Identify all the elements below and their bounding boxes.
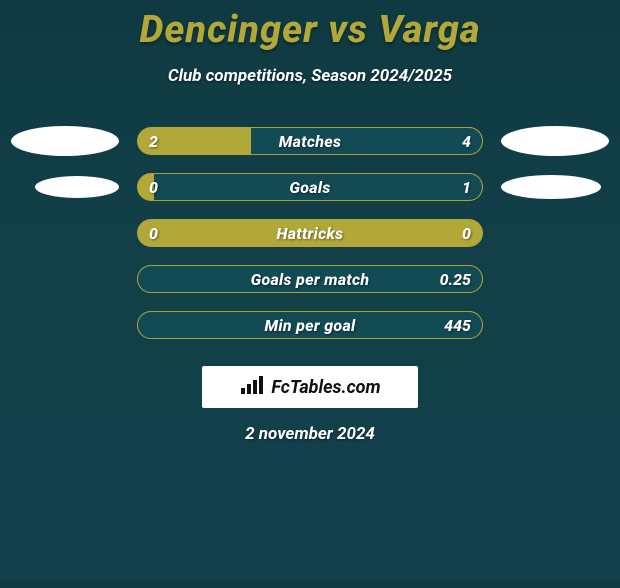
stat-row: 0Goals1 (0, 164, 620, 210)
stat-bar: 0Goals1 (137, 173, 483, 201)
stat-row: 0Hattricks0 (0, 210, 620, 256)
brand-logo[interactable]: FcTables.com (202, 366, 418, 408)
stat-value-right: 4 (462, 127, 471, 155)
stat-value-right: 0 (462, 219, 471, 247)
stat-value-right: 1 (462, 173, 471, 201)
stat-label: Goals per match (137, 265, 483, 293)
stat-label: Min per goal (137, 311, 483, 339)
subtitle: Club competitions, Season 2024/2025 (0, 66, 620, 86)
bar-chart-icon (239, 374, 265, 400)
player-badge-left (35, 176, 119, 198)
stat-row: 2Matches4 (0, 118, 620, 164)
stat-row: Goals per match0.25 (0, 256, 620, 302)
footer-date: 2 november 2024 (0, 424, 620, 444)
stat-bar: Goals per match0.25 (137, 265, 483, 293)
player-badge-right (501, 126, 609, 156)
stat-row: Min per goal445 (0, 302, 620, 348)
comparison-stats: 2Matches40Goals10Hattricks0Goals per mat… (0, 118, 620, 348)
player-badge-left (11, 126, 119, 156)
stat-value-right: 445 (444, 311, 471, 339)
stat-label: Hattricks (137, 219, 483, 247)
stat-label: Matches (137, 127, 483, 155)
brand-text: FcTables.com (271, 377, 380, 398)
page-title: Dencinger vs Varga (0, 8, 620, 52)
stat-label: Goals (137, 173, 483, 201)
stat-bar: 0Hattricks0 (137, 219, 483, 247)
stat-bar: 2Matches4 (137, 127, 483, 155)
stat-value-right: 0.25 (440, 265, 471, 293)
player-badge-right (501, 175, 601, 199)
stat-bar: Min per goal445 (137, 311, 483, 339)
